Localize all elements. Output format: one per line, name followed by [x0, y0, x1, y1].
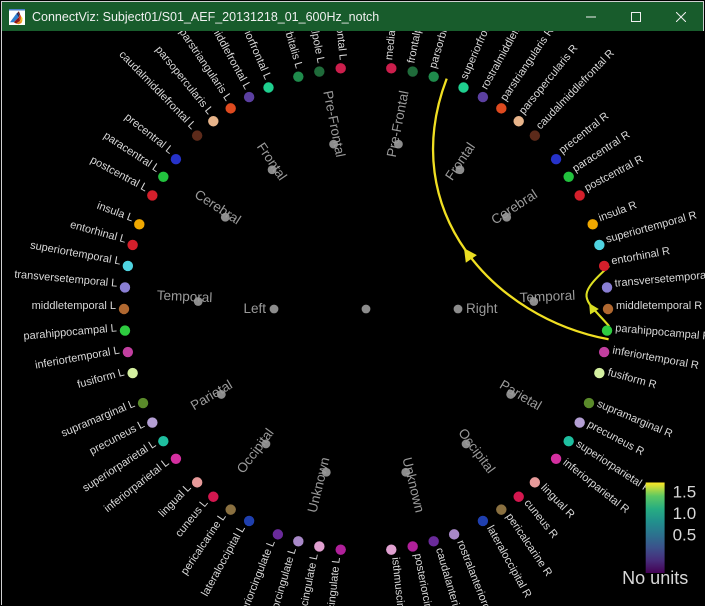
svg-text:0.5: 0.5 — [673, 526, 697, 545]
svg-text:Frontal: Frontal — [442, 140, 478, 183]
svg-text:Left: Left — [243, 301, 266, 316]
svg-text:insula R: insula R — [597, 199, 638, 224]
svg-text:isthmuscingulate R: isthmuscingulate R — [389, 557, 411, 606]
svg-text:inferiortemporal L: inferiortemporal L — [34, 345, 120, 372]
svg-text:Parietal: Parietal — [188, 377, 235, 413]
svg-text:No units: No units — [622, 568, 688, 588]
svg-text:frontalpole L: frontalpole L — [303, 31, 326, 64]
svg-text:superiortemporal L: superiortemporal L — [29, 239, 121, 267]
svg-text:Temporal: Temporal — [519, 288, 575, 305]
svg-text:Temporal: Temporal — [157, 288, 213, 305]
svg-text:1.0: 1.0 — [673, 504, 697, 523]
svg-text:frontalpole R: frontalpole R — [405, 31, 429, 64]
svg-text:Pre-Frontal: Pre-Frontal — [320, 89, 348, 158]
svg-text:Unknown: Unknown — [305, 456, 333, 514]
svg-text:Occipital: Occipital — [455, 426, 498, 477]
svg-text:parahippocampal L: parahippocampal L — [23, 322, 117, 342]
svg-text:middletemporal R: middletemporal R — [616, 300, 702, 312]
svg-text:entorhinal R: entorhinal R — [610, 245, 671, 267]
svg-text:Unknown: Unknown — [400, 456, 428, 514]
svg-text:middletemporal L: middletemporal L — [32, 300, 116, 312]
svg-text:parsorbitalis R: parsorbitalis R — [427, 31, 458, 70]
svg-text:Occipital: Occipital — [234, 426, 277, 477]
svg-text:fusiform R: fusiform R — [606, 367, 658, 392]
svg-text:inferiortemporal R: inferiortemporal R — [611, 345, 699, 372]
svg-text:Frontal: Frontal — [254, 140, 290, 183]
svg-text:Right: Right — [466, 301, 498, 316]
svg-text:parsorbitalis L: parsorbitalis L — [274, 31, 305, 70]
svg-text:entorhinal L: entorhinal L — [69, 219, 128, 246]
svg-text:transversetemporal R: transversetemporal R — [614, 268, 705, 289]
svg-text:transversetemporal L: transversetemporal L — [14, 269, 118, 290]
svg-text:medialorbitofrontal R: medialorbitofrontal R — [383, 31, 406, 61]
svg-text:Cerebral: Cerebral — [488, 187, 540, 228]
svg-text:posteriorcingulate L: posteriorcingulate L — [321, 557, 343, 606]
svg-text:parahippocampal R: parahippocampal R — [615, 322, 705, 342]
svg-text:insula L: insula L — [95, 200, 135, 225]
svg-text:Parietal: Parietal — [497, 377, 544, 413]
svg-text:fusiform L: fusiform L — [76, 367, 126, 391]
svg-text:Pre-Frontal: Pre-Frontal — [384, 89, 412, 158]
svg-text:Cerebral: Cerebral — [192, 187, 244, 228]
svg-text:medialorbitofrontal L: medialorbitofrontal L — [326, 31, 348, 61]
svg-text:1.5: 1.5 — [673, 483, 697, 502]
